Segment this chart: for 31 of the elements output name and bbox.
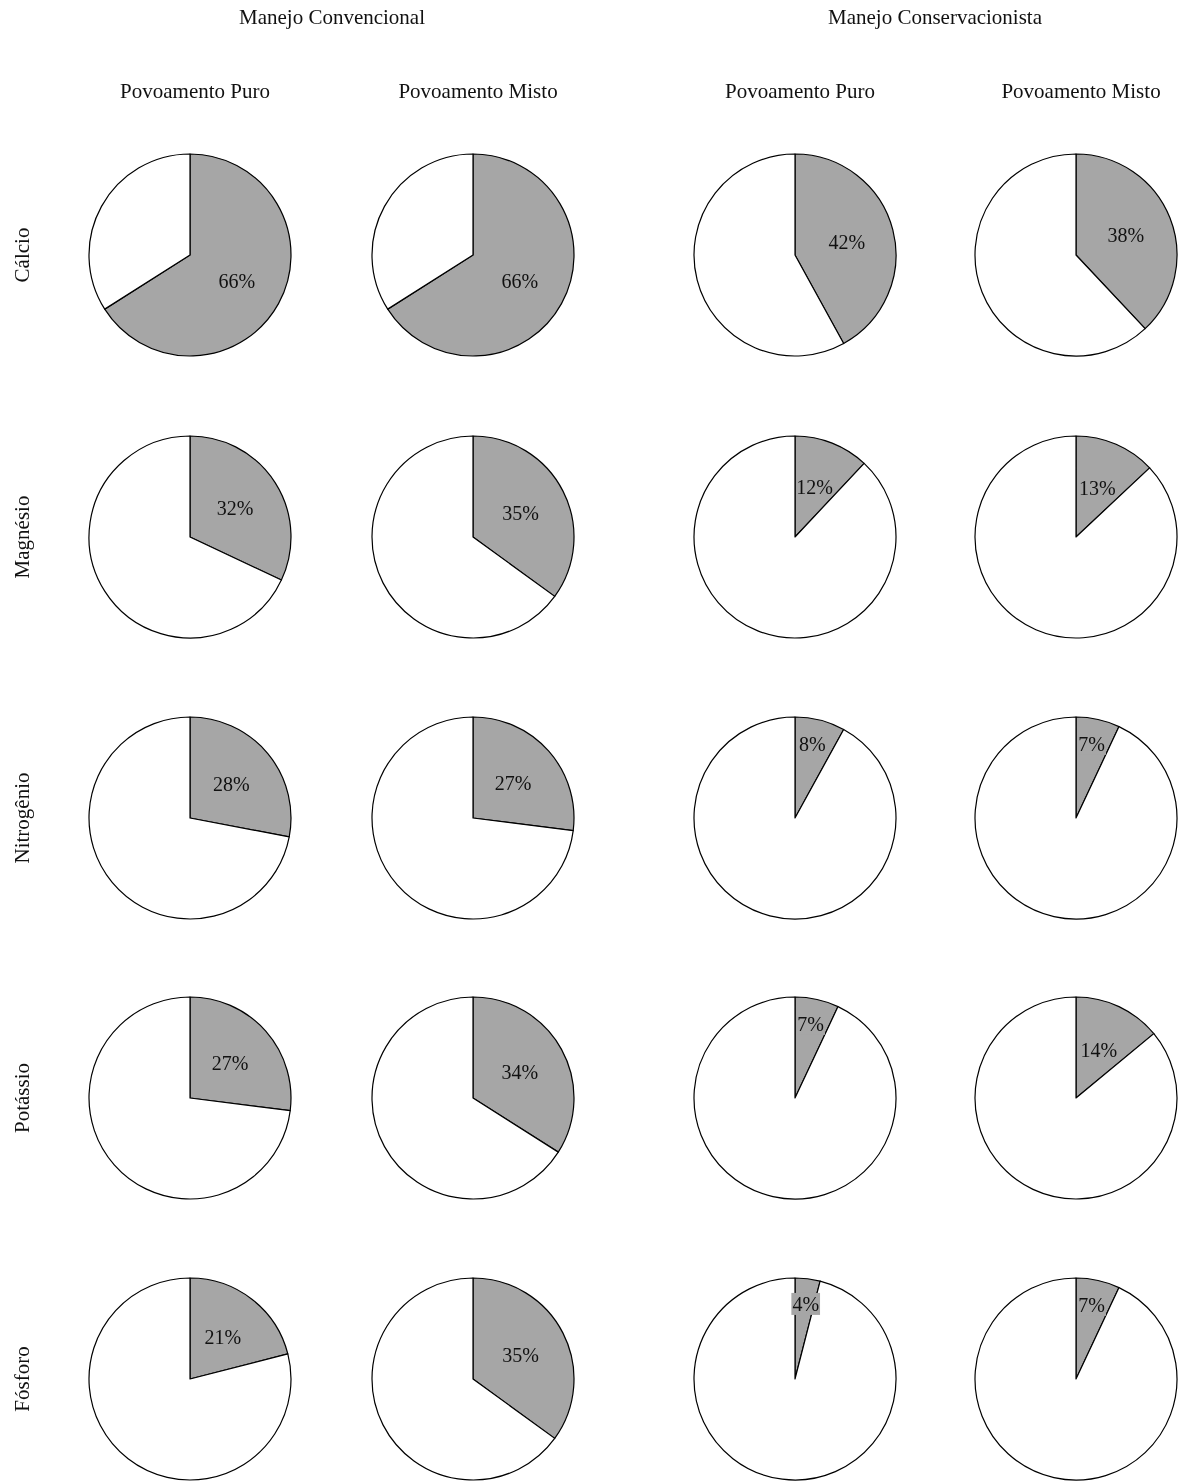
- data-label: 13%: [1078, 476, 1116, 499]
- chart-title: Povoamento Misto: [398, 78, 558, 103]
- data-label: 4%: [792, 1292, 820, 1315]
- data-label: 14%: [1080, 1038, 1118, 1061]
- data-label: 32%: [216, 497, 254, 520]
- data-label: 42%: [828, 230, 866, 253]
- data-label: 27%: [211, 1051, 249, 1074]
- data-label: 7%: [1078, 732, 1106, 755]
- data-label: 27%: [494, 771, 532, 794]
- data-label: 38%: [1107, 224, 1145, 247]
- data-label: 8%: [798, 733, 826, 756]
- text: Potássio: [10, 1062, 34, 1134]
- text: Cálcio: [10, 227, 34, 283]
- text: Fósforo: [10, 1346, 34, 1412]
- data-label: 28%: [212, 772, 250, 795]
- data-label: 7%: [1078, 1293, 1106, 1316]
- data-label: 35%: [502, 1343, 539, 1366]
- text: Nitrogênio: [10, 772, 34, 864]
- chart-title: Povoamento Misto: [1001, 78, 1161, 103]
- text: Magnésio: [10, 495, 34, 579]
- data-label: 66%: [218, 269, 256, 292]
- text: Manejo Convencional: [238, 5, 426, 30]
- text: Manejo Conservacionista: [827, 5, 1043, 30]
- chart-title: Povoamento Puro: [120, 78, 270, 103]
- data-label: 34%: [501, 1061, 539, 1084]
- data-label: 21%: [204, 1325, 242, 1348]
- data-label: 12%: [796, 476, 834, 499]
- data-label: 66%: [501, 269, 539, 292]
- data-label: 7%: [797, 1012, 825, 1035]
- chart-title: Povoamento Puro: [725, 78, 875, 103]
- data-label: 35%: [502, 501, 539, 524]
